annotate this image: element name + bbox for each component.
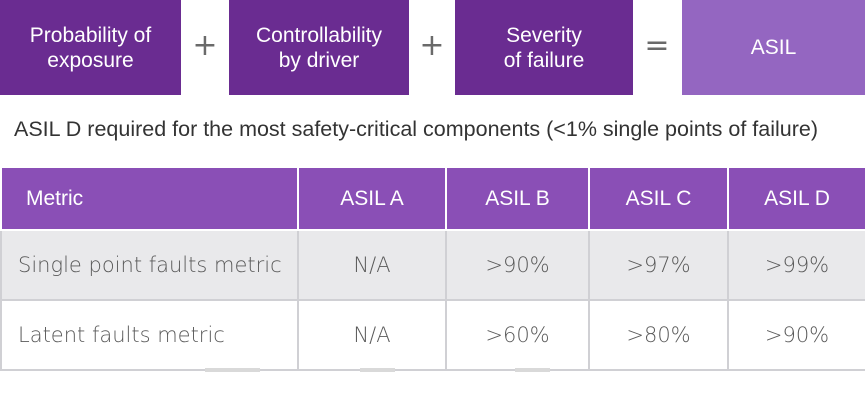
asil-d-cell: >90%: [727, 299, 865, 371]
asil-a-cell: N/A: [297, 229, 447, 301]
plus-sign: +: [192, 28, 218, 63]
severity-line-2: of failure: [503, 48, 585, 72]
asil-a-cell: N/A: [297, 299, 447, 371]
probability-line-2: exposure: [47, 48, 134, 72]
faint-artifact: [360, 368, 395, 372]
controllability-line-1: Controllability: [255, 23, 383, 47]
severity-line-1: Severity: [506, 23, 582, 47]
probability-of-exposure-box: Probability of exposure: [0, 0, 181, 95]
header-asil-b: ASIL B: [445, 166, 590, 231]
severity-of-failure-box: Severity of failure: [455, 0, 633, 95]
header-asil-a: ASIL A: [297, 166, 447, 231]
probability-line-1: Probability of: [29, 23, 152, 47]
header-metric: Metric: [0, 166, 299, 231]
header-asil-c: ASIL C: [588, 166, 729, 231]
controllability-line-2: by driver: [278, 48, 360, 72]
header-asil-d: ASIL D: [727, 166, 865, 231]
plus-sign: +: [419, 28, 445, 63]
controllability-by-driver-box: Controllability by driver: [229, 0, 409, 95]
asil-result-box: ASIL: [682, 0, 865, 95]
faint-artifact: [515, 368, 550, 372]
table-row: Latent faults metric N/A >60% >80% >90%: [0, 299, 865, 371]
table-header-row: Metric ASIL A ASIL B ASIL C ASIL D: [0, 166, 865, 231]
asil-metrics-table: Metric ASIL A ASIL B ASIL C ASIL D Singl…: [0, 166, 865, 371]
metric-name-cell: Single point faults metric: [0, 229, 299, 301]
caption: ASIL D required for the most safety-crit…: [14, 117, 819, 141]
table-row: Single point faults metric N/A >90% >97%…: [0, 229, 865, 301]
metric-name-cell: Latent faults metric: [0, 299, 299, 371]
asil-c-cell: >80%: [588, 299, 729, 371]
asil-result-label: ASIL: [750, 36, 797, 59]
equals-sign: =: [644, 28, 670, 63]
asil-b-cell: >90%: [445, 229, 590, 301]
asil-d-cell: >99%: [727, 229, 865, 301]
faint-artifact: [205, 368, 260, 372]
asil-b-cell: >60%: [445, 299, 590, 371]
asil-c-cell: >97%: [588, 229, 729, 301]
